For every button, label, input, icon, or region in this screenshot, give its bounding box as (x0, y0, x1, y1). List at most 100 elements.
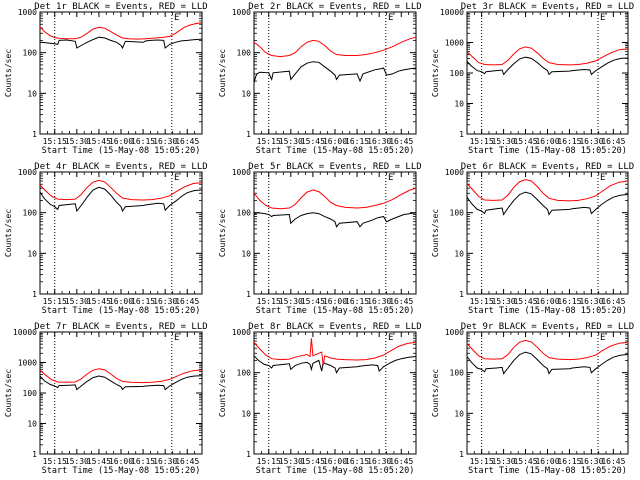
x-tick-label: 15:45 (301, 137, 325, 146)
x-tick-label: 16:00 (535, 457, 559, 466)
y-tick-label: 100 (450, 369, 465, 378)
x-tick-label: 16:15 (557, 297, 581, 306)
y-tick-label: 1 (459, 290, 464, 299)
lld-series-line (466, 46, 629, 66)
energy-marker-label: E (388, 173, 393, 183)
events-series-line (39, 36, 203, 50)
y-tick-label: 1 (459, 130, 464, 139)
y-tick-label: 10 (241, 409, 251, 418)
x-tick-label: 16:45 (601, 457, 625, 466)
lld-series-line (39, 22, 203, 40)
x-tick-label: 16:15 (345, 457, 369, 466)
x-tick-label: 16:15 (345, 137, 369, 146)
x-tick-label: 16:15 (131, 457, 155, 466)
y-axis-label: Counts/sec (4, 49, 13, 97)
x-tick-label: 15:45 (87, 297, 111, 306)
y-tick-label: 1000 (445, 39, 464, 48)
y-tick-label: 100 (23, 209, 38, 218)
y-tick-label: 1000 (232, 328, 251, 337)
x-tick-label: 16:30 (153, 297, 177, 306)
x-tick-label: 16:30 (367, 457, 391, 466)
x-tick-label: 15:30 (65, 297, 89, 306)
x-tick-label: 15:15 (43, 137, 67, 146)
x-tick-label: 16:00 (109, 297, 133, 306)
x-tick-label: 16:00 (109, 137, 133, 146)
x-tick-label: 16:45 (175, 297, 199, 306)
events-series-line (466, 56, 629, 76)
x-tick-label: 16:45 (389, 137, 413, 146)
x-tick-label: 16:00 (109, 457, 133, 466)
x-tick-label: 16:30 (153, 137, 177, 146)
x-tick-label: 16:30 (579, 297, 603, 306)
y-tick-label: 10 (27, 420, 37, 429)
x-tick-label: 16:15 (131, 137, 155, 146)
x-tick-label: 15:45 (301, 457, 325, 466)
x-tick-label: 15:15 (257, 457, 281, 466)
y-tick-label: 1 (32, 290, 37, 299)
x-axis-label: Start Time (15-May-08 15:05:20) (468, 146, 627, 156)
y-tick-label: 1000 (18, 8, 37, 17)
y-tick-label: 100 (237, 209, 252, 218)
x-tick-label: 15:45 (513, 297, 537, 306)
x-axis-label: Start Time (15-May-08 15:05:20) (42, 466, 201, 476)
y-tick-label: 100 (450, 69, 465, 78)
events-series-line (39, 375, 203, 391)
x-tick-label: 16:30 (153, 457, 177, 466)
y-axis-label: Counts/sec (4, 209, 13, 257)
y-axis-label: Counts/sec (218, 209, 227, 257)
x-tick-label: 16:45 (389, 457, 413, 466)
x-tick-label: 15:15 (43, 297, 67, 306)
y-tick-label: 1000 (232, 168, 251, 177)
chart-title: Det 8r BLACK = Events, RED = LLD (248, 322, 421, 332)
x-tick-label: 15:30 (65, 137, 89, 146)
x-tick-label: 15:15 (43, 457, 67, 466)
energy-marker-label: E (600, 333, 605, 343)
x-tick-label: 16:45 (601, 137, 625, 146)
events-series-line (466, 351, 629, 375)
y-axis-label: Counts/sec (218, 369, 227, 417)
y-tick-label: 10 (27, 89, 37, 98)
y-axis-label: Counts/sec (431, 209, 440, 257)
y-axis-label: Counts/sec (431, 369, 440, 417)
x-tick-label: 16:00 (323, 457, 347, 466)
y-tick-label: 10 (454, 100, 464, 109)
events-series-line (253, 61, 417, 84)
y-tick-label: 10000 (13, 328, 37, 337)
x-tick-label: 16:00 (535, 137, 559, 146)
energy-marker-label: E (600, 173, 605, 183)
x-tick-label: 16:00 (323, 137, 347, 146)
plot-frame (39, 331, 203, 455)
y-tick-label: 10 (241, 89, 251, 98)
x-axis-label: Start Time (15-May-08 15:05:20) (256, 466, 415, 476)
x-tick-label: 16:45 (175, 457, 199, 466)
y-tick-label: 1000 (18, 359, 37, 368)
x-tick-label: 15:45 (301, 297, 325, 306)
x-axis-label: Start Time (15-May-08 15:05:20) (256, 146, 415, 156)
plot-frame (253, 11, 417, 135)
plot-frame (253, 171, 417, 295)
y-tick-label: 100 (23, 389, 38, 398)
y-tick-label: 1000 (445, 328, 464, 337)
x-tick-label: 16:45 (389, 297, 413, 306)
events-series-line (253, 355, 417, 374)
x-tick-label: 15:15 (257, 137, 281, 146)
events-series-line (466, 191, 629, 216)
chart-title: Det 5r BLACK = Events, RED = LLD (248, 162, 421, 172)
y-tick-label: 10 (27, 249, 37, 258)
lld-series-line (466, 339, 629, 361)
y-tick-label: 10000 (440, 8, 464, 17)
x-tick-label: 15:30 (279, 457, 303, 466)
y-tick-label: 100 (237, 49, 252, 58)
chart-title: Det 3r BLACK = Events, RED = LLD (461, 2, 634, 12)
y-tick-label: 100 (450, 209, 465, 218)
x-tick-label: 16:15 (557, 457, 581, 466)
energy-marker-label: E (600, 13, 605, 23)
x-tick-label: 16:30 (579, 137, 603, 146)
